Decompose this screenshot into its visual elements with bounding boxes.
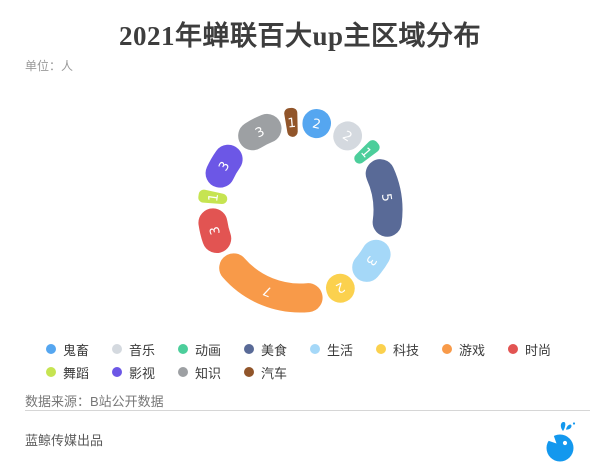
donut-slice-音乐[interactable] — [332, 120, 363, 152]
slice-value-label: 5 — [378, 192, 394, 202]
legend-dot-icon — [46, 367, 56, 377]
legend-item-label: 影视 — [129, 365, 156, 381]
legend-item-美食[interactable]: 美食 — [244, 340, 310, 358]
legend-item-label: 鬼畜 — [63, 342, 90, 358]
legend-item-游戏[interactable]: 游戏 — [442, 340, 508, 358]
slice-value-label: 2 — [311, 117, 322, 133]
donut-slice-知识[interactable] — [237, 112, 283, 152]
donut-slice-舞蹈[interactable] — [197, 188, 229, 205]
chart-title: 2021年蝉联百大up主区域分布 — [118, 21, 482, 51]
legend-dot-icon — [178, 344, 188, 354]
donut-slice-影视[interactable] — [204, 143, 244, 189]
legend-item-科技[interactable]: 科技 — [376, 340, 442, 358]
legend-item-label: 科技 — [393, 342, 420, 358]
legend-item-影视[interactable]: 影视 — [112, 363, 178, 381]
legend: 鬼畜 音乐 动画 美食 生活 科技 游戏 时尚舞蹈 影视 知识 汽车 — [46, 340, 594, 386]
whale-spout-right — [566, 424, 572, 430]
unit-label: 单位：人 — [25, 59, 74, 73]
data-source-label: 数据来源：B站公开数据 — [25, 394, 164, 409]
footer-divider — [25, 410, 590, 411]
donut-slice-美食[interactable] — [364, 158, 404, 238]
legend-item-知识[interactable]: 知识 — [178, 363, 244, 381]
legend-item-label: 音乐 — [129, 342, 156, 358]
legend-dot-icon — [178, 367, 188, 377]
legend-item-动画[interactable]: 动画 — [178, 340, 244, 358]
blue-whale-logo — [544, 421, 576, 462]
legend-item-舞蹈[interactable]: 舞蹈 — [46, 363, 112, 381]
legend-item-生活[interactable]: 生活 — [310, 340, 376, 358]
legend-dot-icon — [112, 344, 122, 354]
legend-dot-icon — [244, 344, 254, 354]
donut-slice-生活[interactable] — [351, 238, 392, 283]
legend-item-时尚[interactable]: 时尚 — [508, 340, 574, 358]
legend-item-鬼畜[interactable]: 鬼畜 — [46, 340, 112, 358]
legend-item-label: 游戏 — [459, 342, 486, 358]
slice-value-label: 1 — [206, 192, 222, 202]
legend-dot-icon — [310, 344, 320, 354]
credit-label: 蓝鲸传媒出品 — [25, 433, 104, 448]
legend-item-汽车[interactable]: 汽车 — [244, 363, 310, 381]
legend-item-label: 时尚 — [525, 342, 552, 358]
legend-item-label: 美食 — [261, 342, 288, 358]
whale-eye-icon — [562, 440, 568, 446]
legend-item-label: 知识 — [195, 365, 222, 381]
donut-slice-游戏[interactable] — [218, 252, 324, 314]
whale-spout-drop — [572, 422, 576, 425]
legend-dot-icon — [508, 344, 518, 354]
legend-item-label: 动画 — [195, 342, 222, 358]
legend-dot-icon — [442, 344, 452, 354]
whale-mouth — [544, 426, 557, 444]
slice-value-label: 3 — [207, 225, 224, 237]
donut-slice-动画[interactable] — [353, 139, 381, 165]
slice-value-label: 1 — [287, 116, 297, 132]
whale-spout — [560, 421, 566, 431]
legend-item-label: 生活 — [327, 342, 354, 358]
legend-dot-icon — [112, 367, 122, 377]
legend-dot-icon — [244, 367, 254, 377]
donut-slice-科技[interactable] — [325, 272, 356, 304]
legend-item-label: 舞蹈 — [63, 365, 90, 381]
legend-dot-icon — [376, 344, 386, 354]
donut-slice-鬼畜[interactable] — [301, 108, 332, 140]
legend-dot-icon — [46, 344, 56, 354]
donut-slice-时尚[interactable] — [197, 207, 233, 254]
donut-slice-汽车[interactable] — [283, 106, 299, 138]
legend-item-label: 汽车 — [261, 365, 288, 381]
legend-item-音乐[interactable]: 音乐 — [112, 340, 178, 358]
